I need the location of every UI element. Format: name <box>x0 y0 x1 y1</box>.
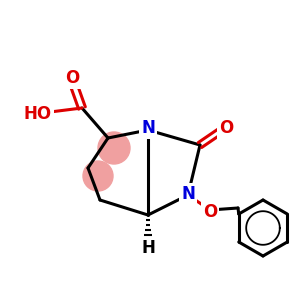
Circle shape <box>83 161 113 191</box>
Text: HO: HO <box>24 105 52 123</box>
Text: O: O <box>219 119 233 137</box>
Text: O: O <box>203 203 217 221</box>
Text: O: O <box>65 69 79 87</box>
Text: H: H <box>141 239 155 257</box>
Text: N: N <box>141 119 155 137</box>
Circle shape <box>98 132 130 164</box>
Text: N: N <box>181 185 195 203</box>
